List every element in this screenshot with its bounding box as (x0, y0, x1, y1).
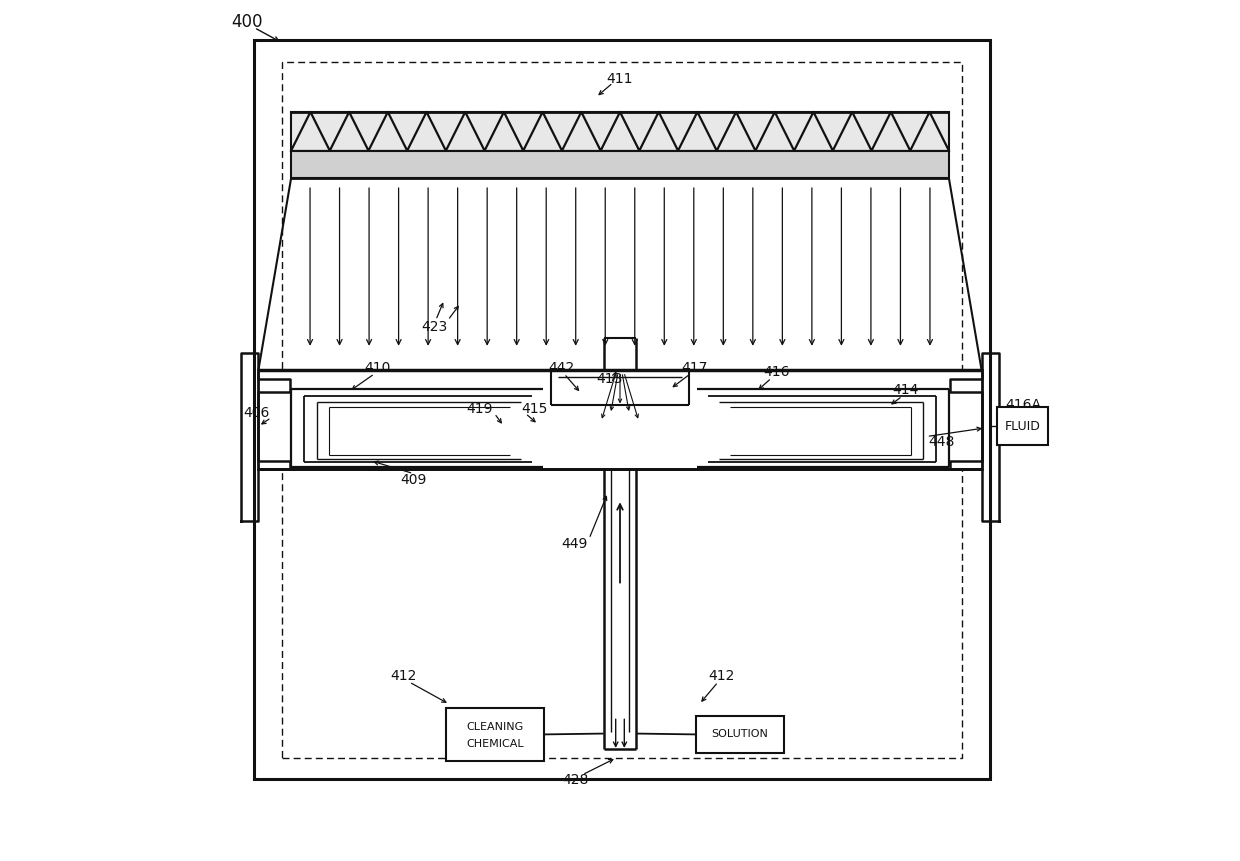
Text: 415: 415 (521, 402, 547, 416)
Text: 416A: 416A (1006, 398, 1042, 412)
Bar (254, 40, 991, 779)
Bar (291, 112, 949, 151)
Bar (291, 151, 949, 178)
FancyBboxPatch shape (997, 407, 1048, 445)
Text: 410: 410 (365, 361, 391, 375)
Bar (283, 62, 962, 758)
Text: CLEANING: CLEANING (466, 722, 523, 732)
Text: 419: 419 (466, 402, 492, 416)
Text: 417: 417 (682, 361, 708, 375)
Text: 412: 412 (708, 669, 735, 683)
Text: 414: 414 (893, 383, 919, 397)
Text: 449: 449 (560, 537, 588, 551)
Text: 412: 412 (389, 669, 417, 683)
Bar (258, 370, 982, 469)
Text: 416: 416 (764, 365, 790, 379)
Text: FLUID: FLUID (1004, 419, 1040, 433)
FancyBboxPatch shape (446, 708, 544, 761)
Text: 428: 428 (562, 773, 589, 787)
Text: 400: 400 (231, 13, 263, 30)
Text: 411: 411 (606, 72, 634, 86)
Text: 406: 406 (243, 406, 269, 420)
FancyBboxPatch shape (696, 716, 784, 753)
Text: CHEMICAL: CHEMICAL (466, 740, 525, 749)
Text: 413: 413 (596, 372, 622, 386)
Text: 409: 409 (401, 473, 427, 486)
Text: 442: 442 (548, 361, 574, 375)
Text: SOLUTION: SOLUTION (712, 729, 768, 740)
Text: 448: 448 (929, 435, 955, 449)
Text: 423: 423 (422, 320, 448, 334)
